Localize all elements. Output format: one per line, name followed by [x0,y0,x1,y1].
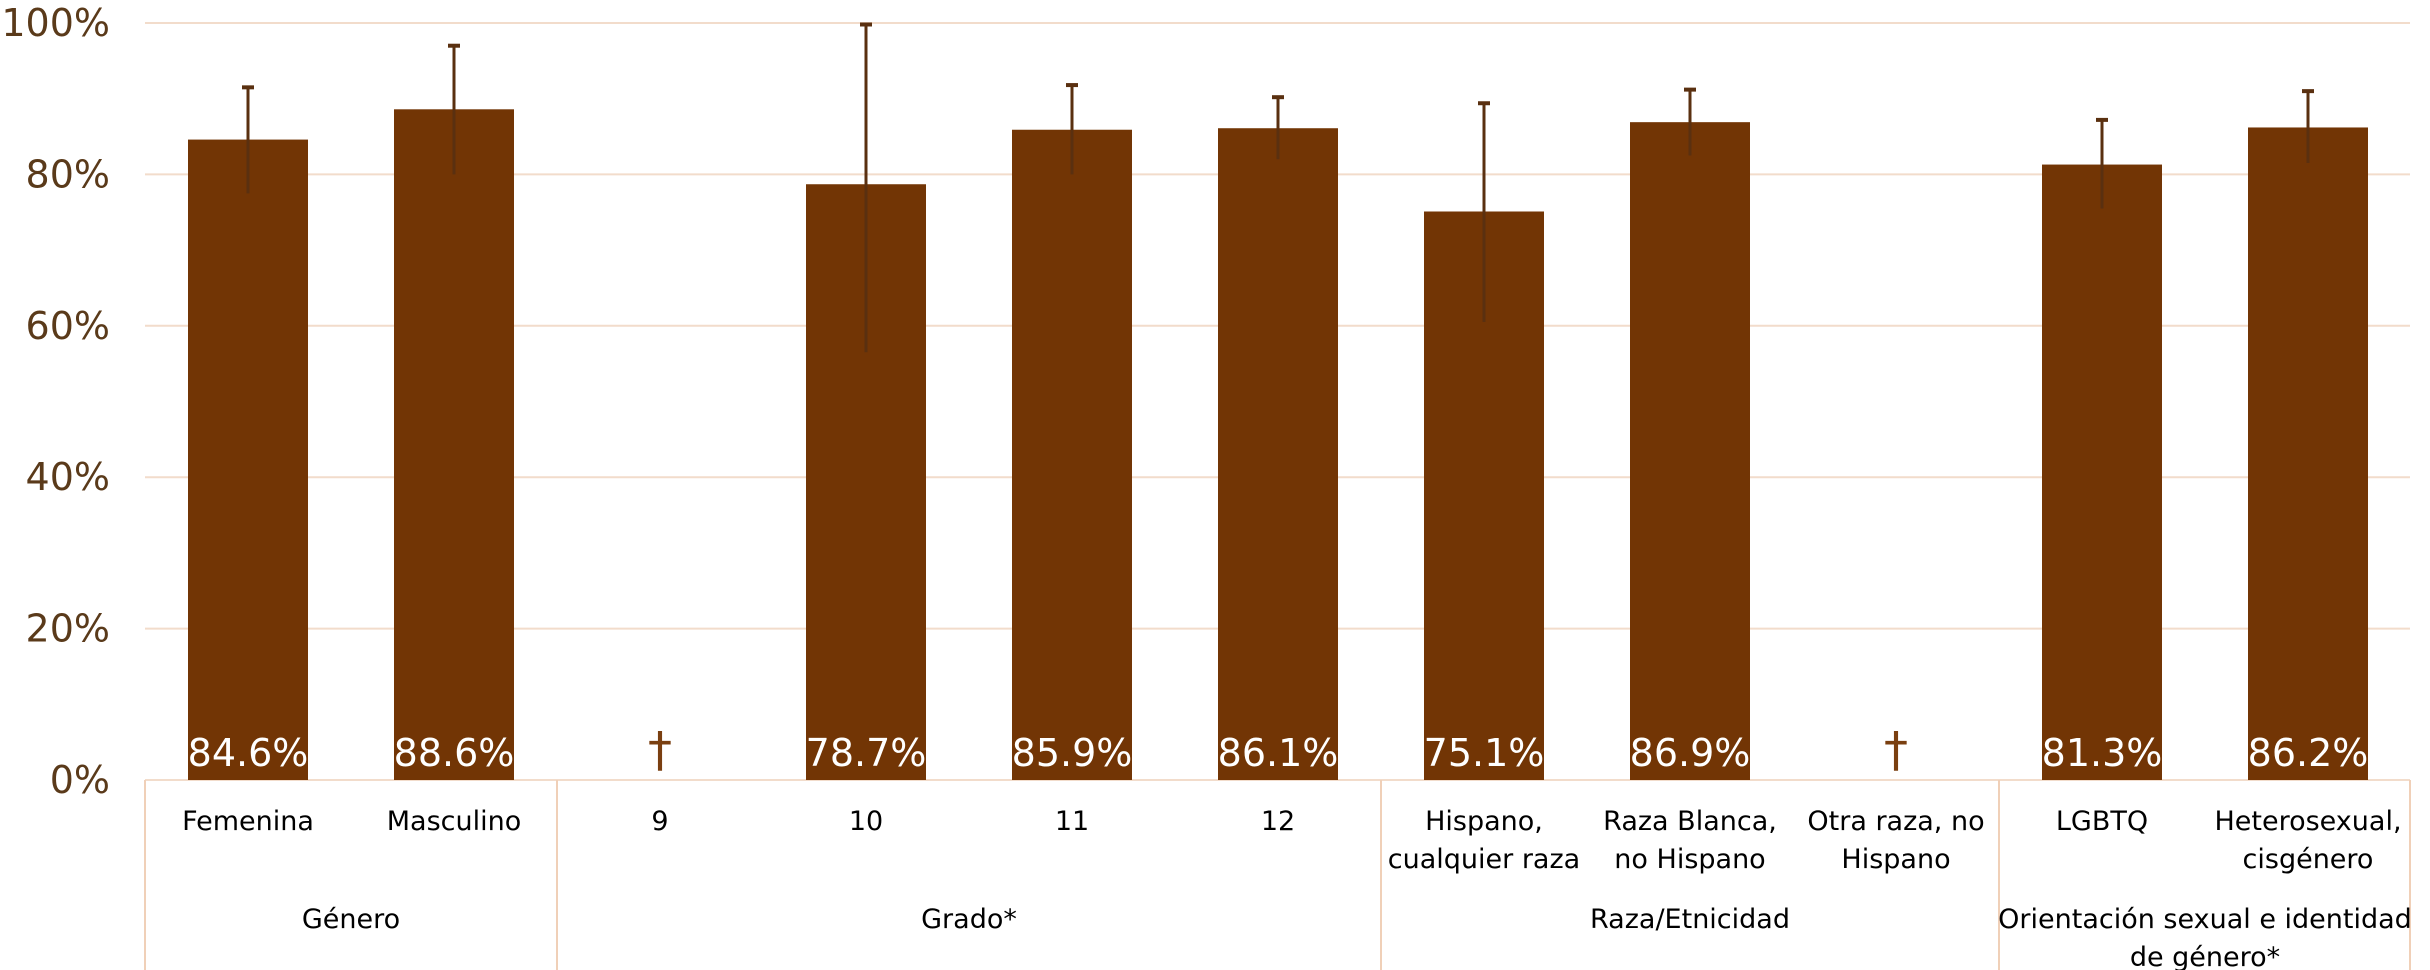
y-tick-label: 60% [26,304,110,348]
y-tick-label: 0% [50,758,110,802]
x-category-label: Otra raza, no [1807,806,1984,837]
x-category-label: Femenina [182,806,314,837]
bar [394,109,514,781]
x-category-label: cisgénero [2243,844,2374,875]
x-group-label: Grado* [921,904,1017,935]
x-category-label: Raza Blanca, [1603,806,1777,837]
x-category-label: Heterosexual, [2214,806,2401,837]
data-label: 88.6% [394,731,515,775]
data-label: 85.9% [1012,731,1133,775]
data-label: 75.1% [1424,731,1545,775]
y-axis: 0% 20% 40% 60% 80% 100% [1,1,110,802]
data-label: 86.1% [1218,731,1339,775]
y-tick-label: 80% [26,152,110,196]
x-category-label: Hispano [1841,844,1950,875]
bars: 84.6% 88.6% † 78.7% 85.9% 86.1% 75.1% 86.9% † 81.… [188,22,2369,781]
x-category-label: 12 [1261,806,1295,837]
x-group-label: Raza/Etnicidad [1590,904,1790,935]
x-category-label: cualquier raza [1388,844,1580,875]
suppressed-marker: † [648,722,672,778]
bar [1630,122,1750,781]
data-label: 78.7% [806,731,927,775]
x-axis: Femenina Masculino 9 10 11 12 Hispano, cualquie… [144,780,2412,970]
suppressed-marker: † [1884,722,1908,778]
data-label: 86.2% [2248,731,2369,775]
x-group-label: de género* [2130,942,2280,970]
x-category-label: no Hispano [1614,844,1765,875]
y-tick-label: 20% [26,607,110,651]
data-label: 86.9% [1630,731,1751,775]
x-category-label: 11 [1055,806,1089,837]
bar [1012,129,1132,780]
bar [2042,164,2162,780]
y-tick-label: 100% [1,1,110,45]
data-label: 81.3% [2042,731,2163,775]
data-label: 84.6% [188,731,309,775]
bar [188,139,308,780]
bar [1218,128,1338,780]
x-category-label: Hispano, [1425,806,1543,837]
x-group-label: Género [302,904,400,935]
bar [2248,127,2368,780]
x-category-label: 9 [651,806,668,837]
y-tick-label: 40% [26,455,110,499]
x-group-label: Orientación sexual e identidad [1998,904,2412,935]
x-category-label: 10 [849,806,883,837]
x-category-label: LGBTQ [2056,806,2148,837]
x-category-label: Masculino [387,806,522,837]
